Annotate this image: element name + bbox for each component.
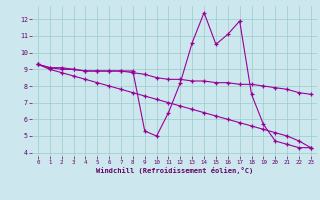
X-axis label: Windchill (Refroidissement éolien,°C): Windchill (Refroidissement éolien,°C): [96, 167, 253, 174]
